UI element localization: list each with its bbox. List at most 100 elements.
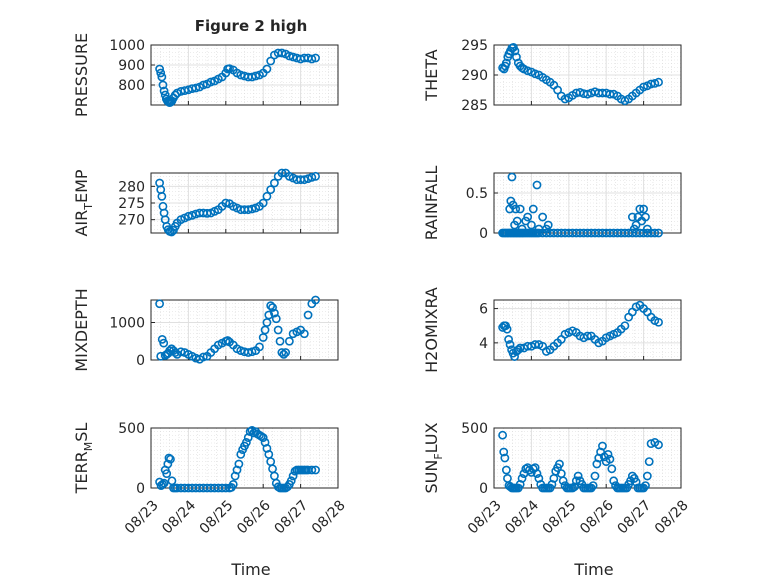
data-point: [501, 58, 511, 68]
y-tick-label: 4: [479, 336, 488, 352]
axes-box: [150, 299, 339, 361]
data-point: [234, 459, 244, 469]
data-point: [164, 453, 174, 463]
axes-box: [493, 299, 682, 361]
y-axis-label: TERRMSL: [72, 423, 95, 495]
data-point: [650, 228, 660, 238]
data-point: [558, 476, 568, 486]
data-point: [607, 464, 617, 474]
data-point: [266, 56, 276, 66]
data-point: [158, 80, 168, 90]
data-point: [307, 54, 317, 64]
data-point: [560, 94, 570, 104]
data-point: [270, 178, 279, 188]
data-point: [639, 204, 648, 214]
data-point: [307, 465, 317, 475]
data-point: [501, 465, 511, 475]
data-point: [603, 449, 613, 459]
data-point: [198, 80, 208, 90]
data-point: [650, 79, 660, 88]
data-point: [527, 220, 536, 230]
data-point: [498, 430, 508, 440]
y-tick-label: 0: [136, 481, 145, 497]
data-point: [620, 321, 630, 331]
data-point: [165, 346, 175, 356]
data-point: [166, 454, 175, 464]
data-point: [288, 471, 298, 481]
data-point: [270, 308, 279, 318]
data-point: [517, 473, 527, 483]
data-point: [605, 454, 615, 464]
data-point: [170, 348, 180, 357]
data-point: [198, 352, 208, 362]
y-tick-label: 900: [118, 58, 145, 74]
data-point: [654, 317, 663, 327]
data-point: [311, 295, 320, 305]
data-point: [523, 212, 533, 222]
figure-title: Figure 2 high: [195, 17, 308, 35]
data-point: [299, 329, 309, 339]
data-point: [277, 348, 287, 357]
data-point: [507, 172, 517, 182]
axes-box: [150, 44, 339, 106]
data-point: [158, 479, 167, 489]
data-point: [156, 68, 166, 78]
data-point: [654, 228, 663, 238]
data-point: [286, 476, 296, 486]
data-point: [223, 336, 233, 345]
data-point: [553, 85, 562, 95]
data-point: [266, 185, 276, 195]
data-point: [499, 447, 509, 457]
data-point: [530, 69, 540, 79]
y-tick-label: 500: [118, 421, 145, 437]
data-point: [532, 180, 542, 190]
data-point: [641, 212, 650, 222]
data-point: [502, 324, 512, 334]
x-tick-label: 08/28: [652, 497, 692, 537]
data-point: [635, 204, 645, 214]
x-tick-label: 08/23: [465, 497, 505, 537]
data-point: [642, 224, 652, 234]
data-point: [503, 473, 512, 483]
x-axis-label-left: Time: [230, 560, 270, 579]
data-point: [573, 471, 583, 481]
data-point: [159, 86, 169, 96]
data-point: [183, 211, 193, 221]
data-point: [311, 465, 320, 475]
data-point: [504, 335, 513, 344]
data-point: [157, 191, 167, 201]
y-tick-label: 6: [479, 302, 488, 318]
data-point: [513, 345, 523, 355]
y-axis-label: MIXDEPTH: [72, 288, 91, 371]
data-point: [311, 53, 320, 63]
data-point: [262, 191, 272, 201]
axes-box: [150, 427, 339, 489]
data-point: [284, 336, 294, 346]
data-point: [155, 64, 165, 74]
data-point: [221, 483, 231, 493]
y-tick-label: 0: [479, 481, 488, 497]
data-point: [247, 204, 257, 214]
data-point: [155, 299, 165, 309]
x-tick-label: 08/27: [271, 497, 311, 537]
data-point: [532, 469, 542, 478]
data-point: [162, 469, 172, 478]
y-axis-label: AIRTEMP: [72, 169, 95, 236]
data-point: [641, 481, 650, 490]
data-point: [505, 340, 515, 349]
data-point: [157, 72, 167, 82]
data-point: [159, 478, 169, 488]
data-point: [510, 352, 519, 361]
data-point: [609, 476, 619, 486]
data-point: [258, 198, 268, 208]
y-tick-label: 295: [461, 38, 488, 54]
data-point: [500, 453, 510, 463]
y-tick-label: 290: [461, 68, 488, 84]
data-point: [598, 441, 607, 451]
y-axis-label: THETA: [422, 49, 441, 101]
data-point: [281, 348, 291, 357]
data-point: [515, 204, 525, 214]
data-point: [277, 168, 287, 178]
x-tick-label: 08/24: [159, 497, 199, 537]
